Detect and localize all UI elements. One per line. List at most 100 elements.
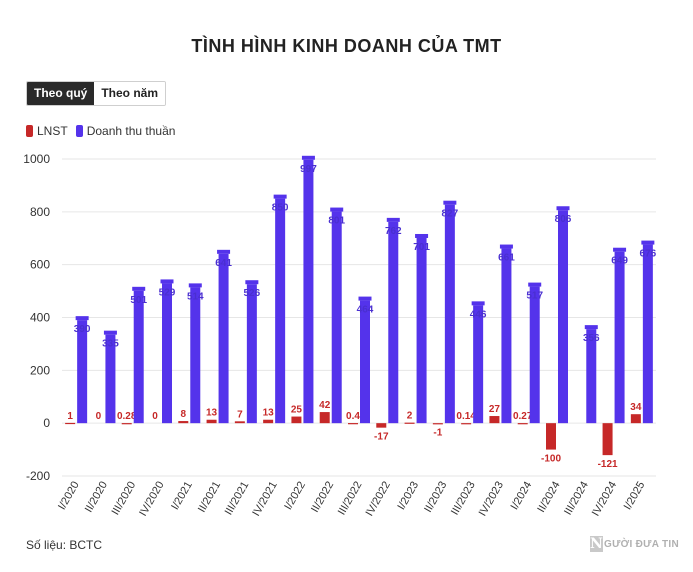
source-note: Số liệu: BCTC	[26, 538, 103, 552]
x-tick-label: I/2022	[282, 480, 308, 512]
revenue-data-label: 390	[74, 324, 91, 335]
x-tick-label: III/2021	[223, 480, 252, 518]
revenue-data-label: 514	[187, 291, 204, 302]
revenue-bar-cap	[471, 301, 485, 306]
x-tick-label: II/2020	[83, 480, 110, 515]
revenue-bar	[416, 237, 427, 424]
lnst-bar	[461, 423, 472, 425]
legend-swatch-revenue	[75, 125, 83, 137]
tab-year[interactable]: Theo năm	[94, 82, 166, 105]
revenue-bar	[614, 251, 625, 424]
x-tick-label: IV/2024	[590, 480, 619, 519]
lnst-bar	[178, 421, 189, 424]
revenue-bar	[133, 290, 144, 424]
legend-label-revenue: Doanh thu thuần	[86, 124, 176, 138]
y-tick-label: 200	[30, 363, 50, 377]
legend-item-revenue[interactable]: Doanh thu thuần	[75, 124, 176, 138]
lnst-bar	[234, 421, 245, 424]
revenue-bar-cap	[584, 325, 598, 330]
lnst-bar	[404, 422, 415, 424]
lnst-data-label: 0.14	[456, 411, 476, 422]
revenue-bar-cap	[499, 244, 513, 249]
lnst-data-label: 0.4	[346, 411, 360, 422]
lnst-data-label: -1	[433, 427, 442, 438]
revenue-bar-cap	[188, 283, 202, 288]
revenue-data-label: 641	[215, 258, 232, 269]
x-tick-label: I/2021	[169, 480, 195, 512]
revenue-bar-cap	[556, 206, 570, 211]
revenue-data-label: 501	[130, 295, 147, 306]
revenue-bar-cap	[132, 286, 146, 291]
x-tick-label: III/2020	[110, 480, 139, 518]
x-tick-label: IV/2021	[250, 480, 279, 519]
x-tick-label: IV/2023	[477, 480, 506, 519]
revenue-data-label: 335	[102, 339, 119, 350]
revenue-bar-cap	[613, 247, 627, 252]
bar-chart: -200 0 200 400 600 800 1000 1 390 I/2020 0 335 II/20…	[23, 152, 657, 519]
revenue-data-label: 997	[300, 164, 317, 175]
revenue-data-label: 676	[640, 249, 657, 260]
y-tick-label: 1000	[23, 152, 50, 166]
revenue-bar	[105, 334, 116, 424]
tab-quarter[interactable]: Theo quý	[27, 82, 95, 105]
lnst-data-label: 1	[67, 411, 73, 422]
revenue-data-label: 446	[470, 309, 487, 320]
revenue-bar	[529, 286, 540, 424]
legend-swatch-lnst	[26, 125, 33, 137]
y-tick-label: -200	[26, 469, 50, 483]
lnst-data-label: 0	[152, 411, 158, 422]
chart-title: TÌNH HÌNH KINH DOANH CỦA TMT	[191, 36, 502, 56]
revenue-bar-cap	[75, 316, 89, 321]
revenue-bar	[388, 221, 399, 424]
y-tick-label: 400	[30, 311, 50, 325]
lnst-data-label: 25	[291, 405, 303, 416]
revenue-bar	[162, 283, 172, 424]
lnst-bar	[291, 416, 302, 424]
x-tick-label: II/2023	[422, 480, 449, 515]
revenue-bar	[190, 287, 201, 424]
publisher-logo: N GƯỜI ĐƯA TIN	[590, 536, 679, 552]
revenue-data-label: 517	[526, 291, 543, 302]
revenue-bar	[501, 248, 512, 424]
lnst-bar	[206, 419, 217, 424]
x-tick-label: III/2022	[336, 480, 365, 518]
revenue-bar-cap	[103, 330, 117, 335]
legend-item-lnst[interactable]: LNST	[26, 124, 68, 138]
period-toggle: Theo quý Theo năm	[26, 81, 167, 106]
revenue-bar-cap	[358, 296, 372, 301]
revenue-data-label: 529	[159, 287, 176, 298]
logo-mark: N	[590, 536, 604, 552]
revenue-bar-cap	[443, 200, 457, 205]
lnst-data-label: 0.27	[513, 411, 533, 422]
revenue-bar	[77, 320, 88, 424]
x-tick-label: I/2023	[395, 480, 421, 512]
revenue-bar-cap	[273, 194, 287, 199]
revenue-data-label: 801	[328, 216, 345, 227]
revenue-bar	[444, 204, 455, 424]
revenue-bar	[473, 305, 484, 424]
revenue-bar	[642, 244, 653, 424]
legend-label-lnst: LNST	[37, 124, 68, 138]
revenue-bar	[303, 159, 314, 424]
lnst-bar	[489, 416, 500, 424]
revenue-data-label: 661	[498, 253, 515, 264]
revenue-bar-cap	[245, 280, 259, 285]
lnst-bar	[121, 423, 132, 425]
revenue-data-label: 827	[442, 209, 459, 220]
x-tick-label: I/2024	[509, 480, 535, 512]
lnst-data-label: 13	[263, 408, 275, 419]
lnst-data-label: 27	[489, 404, 501, 415]
x-tick-label: I/2025	[622, 480, 648, 512]
revenue-bar	[586, 329, 597, 424]
lnst-data-label: 0.28	[117, 411, 137, 422]
revenue-data-label: 526	[244, 288, 261, 299]
x-tick-label: II/2024	[535, 480, 562, 515]
revenue-bar-cap	[641, 240, 655, 245]
revenue-bar-cap	[415, 233, 429, 238]
lnst-data-label: 8	[181, 409, 187, 420]
revenue-bar-cap	[330, 207, 344, 212]
x-tick-label: III/2024	[562, 480, 591, 518]
revenue-bar	[218, 253, 229, 424]
x-tick-label: II/2022	[309, 480, 336, 515]
revenue-bar	[558, 210, 568, 424]
